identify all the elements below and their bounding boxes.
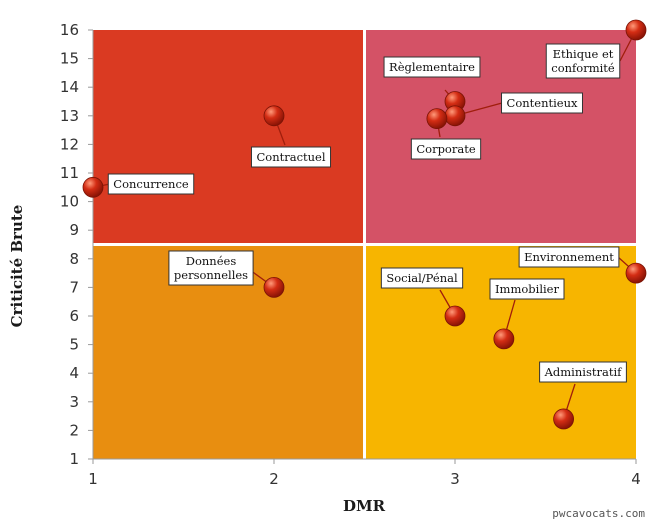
label-corporate: Corporate [410, 138, 482, 160]
label-text: Administratif [544, 365, 623, 379]
point-contractuel [263, 105, 285, 127]
y-tick-label: 9 [69, 221, 79, 239]
label-text: Concurrence [113, 177, 189, 191]
y-tick-label: 4 [69, 364, 79, 382]
x-tick-label: 1 [88, 470, 98, 488]
point-concurrence [82, 176, 104, 198]
watermark: pwcavocats.com [552, 507, 645, 520]
label-text: conformité [551, 61, 615, 75]
y-tick-label: 16 [60, 21, 79, 39]
label-box [250, 146, 332, 168]
label-contractuel: Contractuel [250, 146, 332, 168]
point-administratif [553, 408, 574, 430]
label-box [107, 173, 195, 195]
quadrant-1 [93, 30, 365, 245]
y-tick-label: 7 [69, 278, 79, 296]
x-tick-label: 2 [269, 470, 279, 488]
y-tick-label: 2 [69, 421, 79, 439]
label-immobilier: Immobilier [489, 278, 565, 300]
point-corporate [426, 108, 448, 130]
label-concurrence: Concurrence [107, 173, 195, 195]
y-tick-label: 1 [69, 450, 79, 468]
y-tick-label: 11 [60, 164, 79, 182]
point-contentieux [444, 105, 466, 127]
label-text: Social/Pénal [386, 271, 458, 285]
label-box [380, 267, 464, 289]
label-text: Contentieux [507, 96, 578, 110]
y-tick-label: 6 [69, 307, 79, 325]
label-text: Ethique et [553, 47, 614, 61]
label-text: Environnement [524, 250, 614, 264]
label-text: personnelles [174, 268, 248, 282]
y-axis-title: Criticité Brute [8, 205, 26, 328]
label-text: Contractuel [256, 150, 325, 164]
label-text: Règlementaire [389, 60, 475, 74]
label-contentieux: Contentieux [501, 92, 583, 114]
label-text: Données [186, 254, 237, 268]
label-box [545, 43, 621, 79]
y-tick-label: 14 [60, 78, 79, 96]
label-environnement: Environnement [518, 246, 620, 268]
point-donnees-personnelles [263, 276, 285, 298]
x-tick-label: 3 [450, 470, 460, 488]
y-tick-label: 5 [69, 336, 79, 354]
label-box [539, 361, 627, 383]
y-tick-label: 12 [60, 135, 79, 153]
label-box [501, 92, 583, 114]
label-text: Immobilier [495, 282, 559, 296]
point-labels: Concurrence Contractuel Règlementaire Conte… [107, 43, 627, 383]
label-reglementaire: Règlementaire [383, 56, 481, 78]
x-tick-label: 4 [631, 470, 641, 488]
y-tick-label: 3 [69, 393, 79, 411]
label-box [168, 250, 254, 286]
label-administratif: Administratif [539, 361, 627, 383]
point-immobilier [493, 328, 515, 350]
point-ethique-et-conformite [625, 19, 647, 41]
point-social-penal [444, 305, 466, 327]
label-social-penal: Social/Pénal [380, 267, 464, 289]
y-tick-label: 10 [60, 193, 79, 211]
label-box [383, 56, 481, 78]
y-tick-label: 15 [60, 50, 79, 68]
label-text: Corporate [416, 142, 475, 156]
x-axis-title: DMR [343, 497, 386, 515]
label-box [489, 278, 565, 300]
y-tick-label: 8 [69, 250, 79, 268]
data-points [82, 19, 647, 430]
y-tick-label: 13 [60, 107, 79, 125]
label-box [518, 246, 620, 268]
point-environnement [625, 262, 647, 284]
label-box [410, 138, 482, 160]
